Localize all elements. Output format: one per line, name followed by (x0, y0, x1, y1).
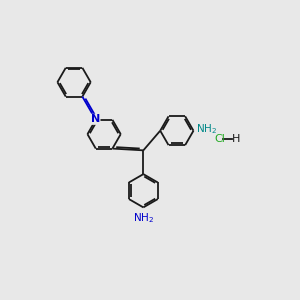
Text: NH$_2$: NH$_2$ (196, 123, 218, 136)
Text: NH$_2$: NH$_2$ (133, 211, 154, 225)
Text: H: H (232, 134, 240, 144)
Text: N: N (91, 114, 100, 124)
Text: Cl: Cl (214, 134, 225, 144)
